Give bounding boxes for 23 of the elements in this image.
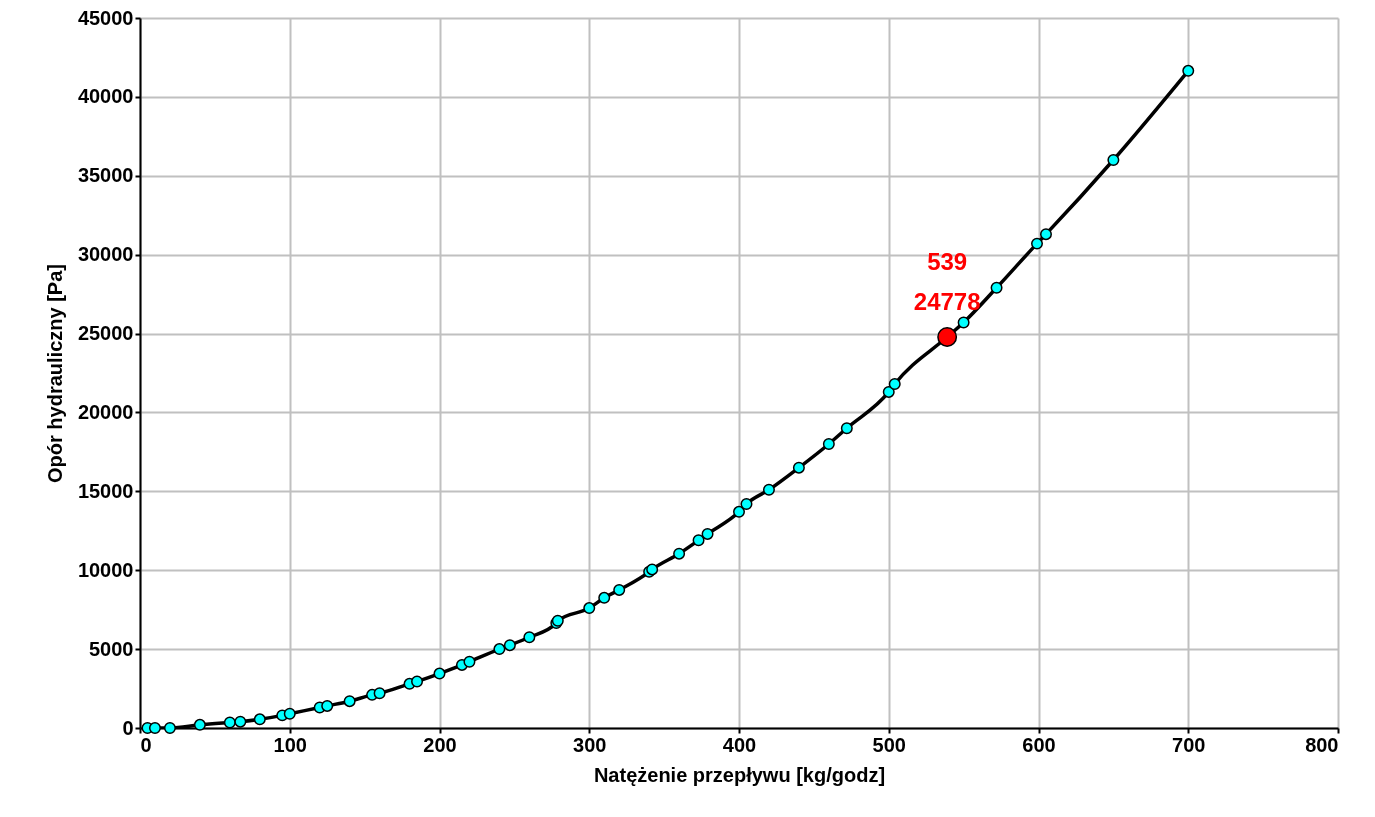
y-tick-label: 20000 xyxy=(77,400,134,423)
annotation: 539 xyxy=(927,248,968,276)
y-tick-label: 25000 xyxy=(77,322,134,345)
y-axis-title: Opór hydrauliczny [Pa] xyxy=(43,264,66,483)
x-tick-label: 200 xyxy=(423,733,457,756)
x-tick-label: 500 xyxy=(872,733,906,756)
x-tick-label: 800 xyxy=(1305,733,1339,756)
y-tick-label: 5000 xyxy=(89,637,134,660)
x-tick-label: 100 xyxy=(273,733,307,756)
x-axis-title: Natężenie przepływu [kg/godz] xyxy=(593,763,886,786)
x-tick-label: 0 xyxy=(140,733,152,756)
y-tick-label: 0 xyxy=(122,716,134,739)
y-tick-label: 45000 xyxy=(77,6,134,29)
y-tick-label: 40000 xyxy=(77,85,134,108)
x-tick-label: 400 xyxy=(722,733,757,756)
x-tick-label: 300 xyxy=(573,733,607,756)
y-tick-label: 10000 xyxy=(77,558,134,581)
x-tick-label: 700 xyxy=(1172,733,1206,756)
x-tick-label: 600 xyxy=(1022,733,1056,756)
y-tick-label: 35000 xyxy=(77,164,134,187)
y-tick-label: 30000 xyxy=(77,243,134,266)
y-tick-label: 15000 xyxy=(77,479,134,502)
annotation: 24778 xyxy=(913,288,981,316)
